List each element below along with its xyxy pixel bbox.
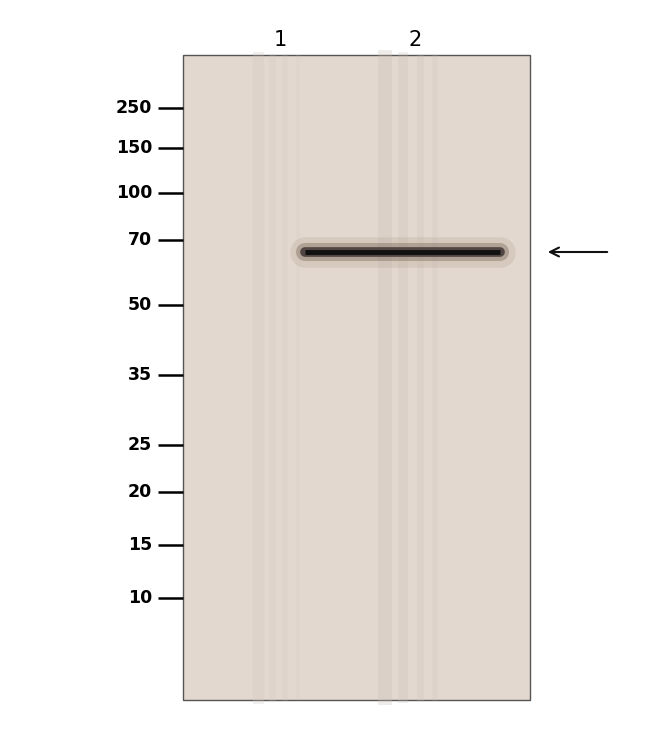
Text: 150: 150 — [116, 139, 152, 157]
Text: 2: 2 — [408, 30, 422, 50]
Text: 70: 70 — [128, 231, 152, 249]
Text: 15: 15 — [128, 536, 152, 554]
Text: 35: 35 — [128, 366, 152, 384]
Text: 1: 1 — [274, 30, 287, 50]
Text: 20: 20 — [128, 483, 152, 501]
Bar — [183, 55, 530, 700]
Text: 50: 50 — [128, 296, 152, 314]
Text: 25: 25 — [128, 436, 152, 454]
Text: 250: 250 — [116, 99, 152, 117]
Text: 10: 10 — [128, 589, 152, 607]
Text: 100: 100 — [116, 184, 152, 202]
